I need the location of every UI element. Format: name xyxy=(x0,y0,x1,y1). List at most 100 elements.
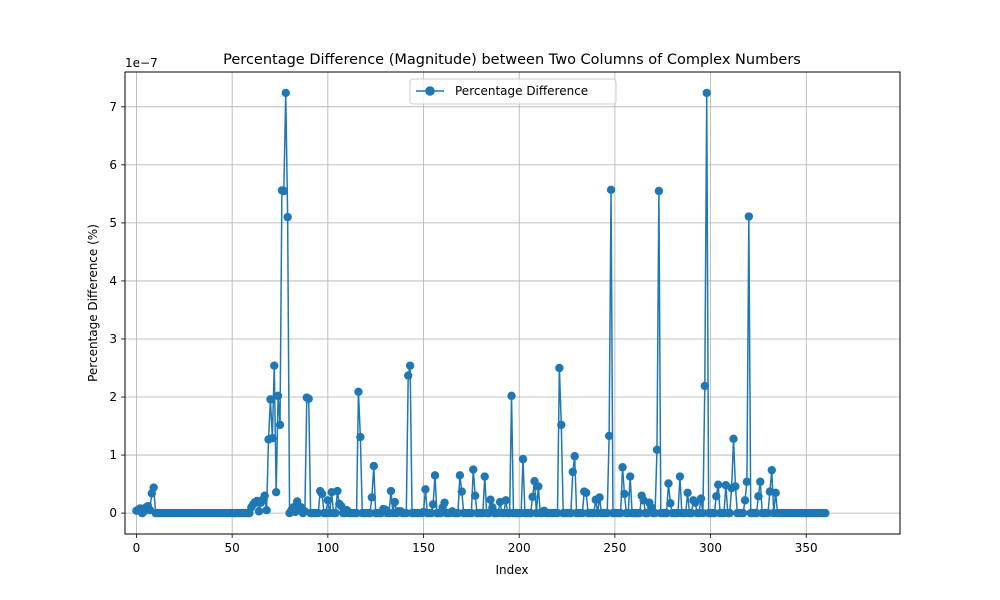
data-point xyxy=(467,508,476,518)
data-point xyxy=(365,508,375,518)
data-point xyxy=(333,486,342,496)
data-point xyxy=(405,361,415,370)
data-point xyxy=(486,495,495,504)
data-point xyxy=(390,497,400,507)
data-point xyxy=(566,508,576,518)
data-point xyxy=(767,465,776,475)
x-tick-label: 50 xyxy=(225,541,240,555)
y-scale-label: 1e−7 xyxy=(125,56,158,70)
data-point xyxy=(664,479,673,488)
data-point xyxy=(618,463,627,472)
x-tick-label: 100 xyxy=(316,541,339,555)
data-point xyxy=(620,489,629,499)
data-point xyxy=(283,212,292,222)
data-point xyxy=(710,508,719,518)
data-point xyxy=(426,508,436,518)
x-tick-label: 0 xyxy=(133,541,141,555)
data-point xyxy=(356,432,365,442)
data-point xyxy=(404,371,413,380)
data-point xyxy=(557,420,566,430)
data-point xyxy=(763,508,773,518)
legend-entry-label: Percentage Difference xyxy=(455,84,588,98)
data-point xyxy=(683,488,692,497)
data-point xyxy=(595,493,604,502)
data-point xyxy=(652,445,662,455)
data-point xyxy=(369,461,378,471)
data-point xyxy=(731,482,740,491)
plot-markers-group xyxy=(132,88,830,518)
data-point xyxy=(352,508,361,518)
data-point xyxy=(470,491,480,500)
data-point xyxy=(729,434,738,444)
y-ticks: 0 1 2 3 4 5 6 7 xyxy=(109,100,125,520)
y-tick-label: 3 xyxy=(109,332,117,346)
data-point xyxy=(149,483,158,492)
legend-box xyxy=(409,78,617,105)
data-point xyxy=(604,431,614,441)
data-point xyxy=(603,508,612,518)
data-point xyxy=(323,496,333,505)
data-point xyxy=(273,391,283,401)
x-tick-label: 350 xyxy=(795,541,818,555)
data-point xyxy=(662,508,671,518)
data-point xyxy=(268,434,277,443)
data-point xyxy=(578,508,587,518)
data-point xyxy=(581,488,591,497)
data-point xyxy=(428,500,438,509)
x-axis-label: Index xyxy=(495,563,528,577)
y-tick-label: 7 xyxy=(109,100,117,114)
x-tick-label: 250 xyxy=(603,541,626,555)
data-point xyxy=(314,508,323,518)
data-point xyxy=(254,507,264,516)
y-tick-label: 2 xyxy=(109,390,117,404)
data-point xyxy=(367,493,377,502)
data-point xyxy=(480,472,489,481)
data-point xyxy=(528,492,537,502)
data-point xyxy=(740,496,750,505)
data-point xyxy=(666,499,675,508)
data-point xyxy=(430,471,440,480)
data-point xyxy=(744,212,754,221)
data-point xyxy=(702,88,711,98)
y-tick-label: 0 xyxy=(109,506,117,520)
y-tick-label: 4 xyxy=(109,274,117,288)
data-point xyxy=(700,381,710,391)
data-point xyxy=(754,492,763,501)
data-point xyxy=(725,508,734,518)
data-point xyxy=(635,508,644,518)
legend: Percentage Difference xyxy=(409,78,617,105)
data-point xyxy=(821,508,830,518)
data-point xyxy=(616,508,625,518)
data-point xyxy=(738,508,748,518)
data-point xyxy=(266,395,275,404)
data-point xyxy=(402,508,411,518)
y-tick-label: 6 xyxy=(109,158,117,172)
data-point xyxy=(555,363,564,373)
data-point xyxy=(386,486,396,496)
axes-frame xyxy=(124,71,901,535)
data-point xyxy=(281,88,290,98)
data-point xyxy=(455,471,465,480)
data-point xyxy=(453,508,463,518)
data-point xyxy=(275,420,285,430)
data-point xyxy=(518,454,528,464)
data-point xyxy=(606,185,616,195)
data-point xyxy=(304,394,313,403)
x-tick-label: 200 xyxy=(508,541,531,555)
data-point xyxy=(279,186,289,196)
data-point xyxy=(457,487,466,496)
data-point xyxy=(742,477,752,486)
data-point xyxy=(756,477,765,486)
data-point xyxy=(271,488,281,497)
y-tick-label: 5 xyxy=(109,216,117,230)
data-point xyxy=(534,482,543,491)
y-axis-label: Percentage Difference (%) xyxy=(86,224,100,382)
data-point xyxy=(712,492,721,501)
data-point xyxy=(270,361,279,370)
data-point xyxy=(570,452,579,461)
data-point xyxy=(331,508,340,518)
data-point xyxy=(654,186,664,196)
data-point xyxy=(625,472,635,481)
data-point xyxy=(440,498,449,507)
